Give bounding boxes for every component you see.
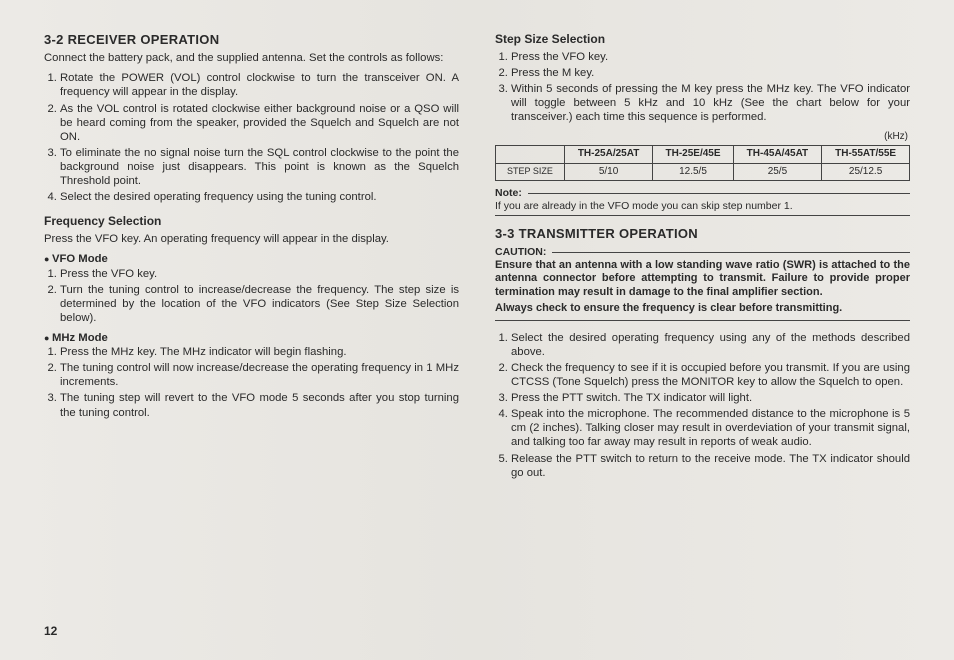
list-item: Turn the tuning control to increase/decr… [60, 283, 459, 325]
list-item: Press the M key. [511, 66, 910, 80]
freq-intro: Press the VFO key. An operating frequenc… [44, 232, 459, 246]
caution-label: CAUTION: [495, 246, 546, 259]
table-row: STEP SIZE 5/10 12.5/5 25/5 25/12.5 [496, 163, 910, 181]
list-item: The tuning step will revert to the VFO m… [60, 391, 459, 419]
tx-steps-list: Select the desired operating frequency u… [495, 331, 910, 480]
list-item: Release the PTT switch to return to the … [511, 452, 910, 480]
note-header: Note: [495, 187, 910, 200]
list-item: Check the frequency to see if it is occu… [511, 361, 910, 389]
list-item: To eliminate the no signal noise turn th… [60, 146, 459, 188]
note-label: Note: [495, 187, 522, 200]
rx-steps-list: Rotate the POWER (VOL) control clockwise… [44, 71, 459, 204]
left-column: 3-2 RECEIVER OPERATION Connect the batte… [44, 32, 459, 640]
list-item: Press the PTT switch. The TX indicator w… [511, 391, 910, 405]
table-cell: TH-25A/25AT [564, 146, 652, 164]
vfo-steps-list: Press the VFO key. Turn the tuning contr… [44, 267, 459, 325]
caution-header: CAUTION: [495, 246, 910, 259]
list-item: Rotate the POWER (VOL) control clockwise… [60, 71, 459, 99]
page-number: 12 [44, 624, 57, 638]
list-item: Press the VFO key. [511, 50, 910, 64]
table-cell: 25/12.5 [822, 163, 910, 181]
table-cell: 12.5/5 [653, 163, 733, 181]
list-item: Select the desired operating frequency u… [60, 190, 459, 204]
khz-unit-label: (kHz) [495, 131, 908, 144]
horizontal-rule [528, 193, 910, 194]
list-item: Select the desired operating frequency u… [511, 331, 910, 359]
right-column: Step Size Selection Press the VFO key. P… [495, 32, 910, 640]
table-cell: STEP SIZE [496, 163, 565, 181]
table-cell: TH-25E/45E [653, 146, 733, 164]
heading-step-size: Step Size Selection [495, 32, 910, 47]
list-item: Within 5 seconds of pressing the M key p… [511, 82, 910, 124]
heading-frequency-selection: Frequency Selection [44, 214, 459, 229]
caution-text-2: Always check to ensure the frequency is … [495, 302, 910, 316]
heading-3-3: 3-3 TRANSMITTER OPERATION [495, 226, 910, 242]
vfo-mode-head: VFO Mode [44, 252, 459, 266]
manual-page: 3-2 RECEIVER OPERATION Connect the batte… [0, 0, 954, 660]
note-text: If you are already in the VFO mode you c… [495, 200, 910, 213]
table-cell: TH-55AT/55E [822, 146, 910, 164]
step-size-table: TH-25A/25AT TH-25E/45E TH-45A/45AT TH-55… [495, 145, 910, 181]
horizontal-rule [495, 215, 910, 216]
table-cell [496, 146, 565, 164]
horizontal-rule [552, 252, 910, 253]
list-item: Speak into the microphone. The recommend… [511, 407, 910, 449]
rx-intro: Connect the battery pack, and the suppli… [44, 51, 459, 65]
heading-3-2: 3-2 RECEIVER OPERATION [44, 32, 459, 48]
list-item: Press the MHz key. The MHz indicator wil… [60, 345, 459, 359]
list-item: The tuning control will now increase/dec… [60, 361, 459, 389]
table-row: TH-25A/25AT TH-25E/45E TH-45A/45AT TH-55… [496, 146, 910, 164]
table-cell: 5/10 [564, 163, 652, 181]
mhz-mode-head: MHz Mode [44, 331, 459, 345]
list-item: As the VOL control is rotated clockwise … [60, 102, 459, 144]
table-cell: TH-45A/45AT [733, 146, 821, 164]
table-cell: 25/5 [733, 163, 821, 181]
mhz-steps-list: Press the MHz key. The MHz indicator wil… [44, 345, 459, 420]
horizontal-rule [495, 320, 910, 321]
caution-text-1: Ensure that an antenna with a low standi… [495, 259, 910, 300]
step-size-list: Press the VFO key. Press the M key. With… [495, 50, 910, 125]
list-item: Press the VFO key. [60, 267, 459, 281]
